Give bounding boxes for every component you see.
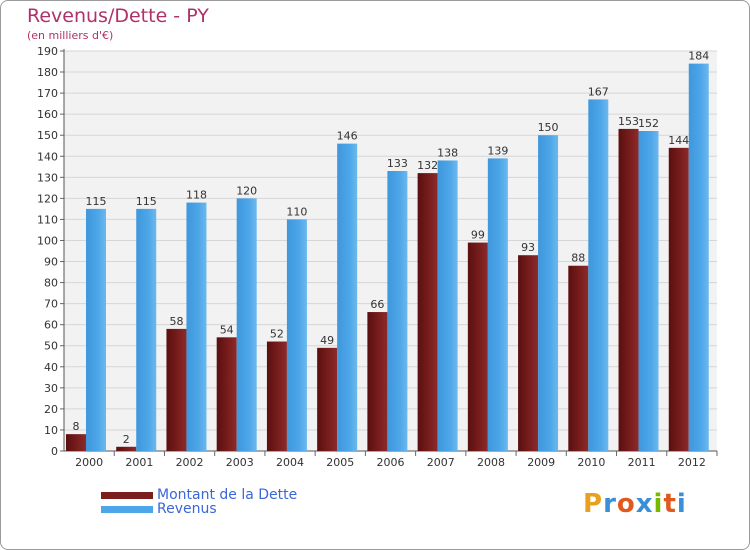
data-label-debt: 8: [73, 420, 80, 433]
bar-debt: [317, 347, 338, 451]
y-tick-label: 120: [37, 192, 58, 205]
data-label-revenue: 167: [588, 85, 609, 98]
y-tick-label: 150: [37, 129, 58, 142]
bar-debt: [66, 434, 86, 451]
data-label-debt: 49: [320, 334, 334, 347]
data-label-debt: 153: [618, 115, 639, 128]
x-tick-label: 2011: [628, 456, 656, 469]
x-tick-label: 2010: [577, 456, 605, 469]
x-tick-label: 2007: [427, 456, 455, 469]
bar-debt: [266, 341, 287, 451]
bar-debt: [467, 242, 488, 451]
data-label-debt: 144: [668, 134, 689, 147]
legend-label-debt: Montant de la Dette: [157, 487, 298, 503]
y-tick-label: 0: [51, 445, 58, 458]
y-tick-label: 60: [44, 319, 58, 332]
y-tick-label: 20: [44, 403, 58, 416]
x-tick-label: 2006: [377, 456, 405, 469]
data-label-revenue: 139: [487, 144, 508, 157]
bar-revenue: [286, 219, 307, 451]
data-label-revenue: 138: [437, 146, 458, 159]
bar-revenue: [688, 63, 709, 451]
y-tick-label: 110: [37, 213, 58, 226]
y-tick-label: 180: [37, 66, 58, 79]
bar-debt: [116, 446, 137, 451]
bar-debt: [518, 255, 539, 451]
bar-debt: [367, 312, 388, 451]
data-label-revenue: 146: [337, 130, 358, 143]
y-tick-label: 10: [44, 424, 58, 437]
x-tick-label: 2009: [527, 456, 555, 469]
bar-debt: [618, 128, 639, 451]
bar-revenue: [538, 135, 559, 452]
chart-subtitle: (en milliers d'€): [27, 29, 114, 42]
legend-swatch-debt: [101, 492, 153, 499]
y-tick-label: 80: [44, 277, 58, 290]
bar-revenue: [186, 202, 207, 451]
y-tick-label: 160: [37, 108, 58, 121]
bar-debt: [216, 337, 237, 451]
legend-swatch-revenue: [101, 506, 153, 513]
data-label-revenue: 150: [538, 121, 559, 134]
data-label-debt: 54: [220, 323, 234, 336]
x-tick-label: 2012: [678, 456, 706, 469]
data-label-debt: 99: [471, 229, 485, 242]
proxiti-logo: Proxiti: [583, 489, 687, 519]
bar-debt: [166, 328, 187, 451]
chart-title: Revenus/Dette - PY: [27, 5, 209, 27]
bar-revenue: [236, 198, 257, 451]
data-label-debt: 66: [370, 298, 384, 311]
data-label-revenue: 184: [688, 50, 709, 63]
x-tick-label: 2003: [226, 456, 254, 469]
y-tick-label: 30: [44, 382, 58, 395]
bar-revenue: [387, 171, 408, 451]
x-tick-label: 2005: [326, 456, 354, 469]
x-tick-label: 2000: [75, 456, 103, 469]
bar-revenue: [588, 99, 609, 451]
y-tick-label: 90: [44, 256, 58, 269]
data-label-debt: 58: [169, 315, 183, 328]
y-tick-label: 70: [44, 298, 58, 311]
bar-revenue: [487, 158, 508, 452]
bar-revenue: [337, 143, 358, 451]
bar-debt: [668, 147, 689, 451]
data-label-revenue: 110: [286, 205, 307, 218]
data-label-debt: 52: [270, 328, 284, 341]
bar-debt: [568, 265, 589, 451]
bar-revenue: [437, 160, 458, 451]
data-label-revenue: 120: [236, 184, 257, 197]
data-label-revenue: 133: [387, 157, 408, 170]
data-label-revenue: 115: [136, 195, 157, 208]
x-tick-label: 2004: [276, 456, 304, 469]
x-tick-label: 2008: [477, 456, 505, 469]
data-label-revenue: 115: [86, 195, 107, 208]
data-label-debt: 132: [417, 159, 438, 172]
y-tick-label: 100: [37, 234, 58, 247]
bar-revenue: [136, 208, 157, 451]
y-tick-label: 170: [37, 87, 58, 100]
x-tick-label: 2002: [176, 456, 204, 469]
data-label-debt: 93: [521, 241, 535, 254]
y-tick-label: 40: [44, 361, 58, 374]
y-tick-label: 140: [37, 150, 58, 163]
legend-label-revenue: Revenus: [157, 501, 217, 517]
y-tick-label: 130: [37, 171, 58, 184]
y-tick-label: 190: [37, 45, 58, 58]
data-label-revenue: 152: [638, 117, 659, 130]
data-label-revenue: 118: [186, 189, 207, 202]
data-label-debt: 88: [571, 252, 585, 265]
x-tick-label: 2001: [125, 456, 153, 469]
y-tick-label: 50: [44, 340, 58, 353]
bar-revenue: [638, 131, 659, 451]
data-label-debt: 2: [123, 433, 130, 446]
bar-revenue: [86, 208, 106, 451]
bar-debt: [417, 173, 438, 451]
